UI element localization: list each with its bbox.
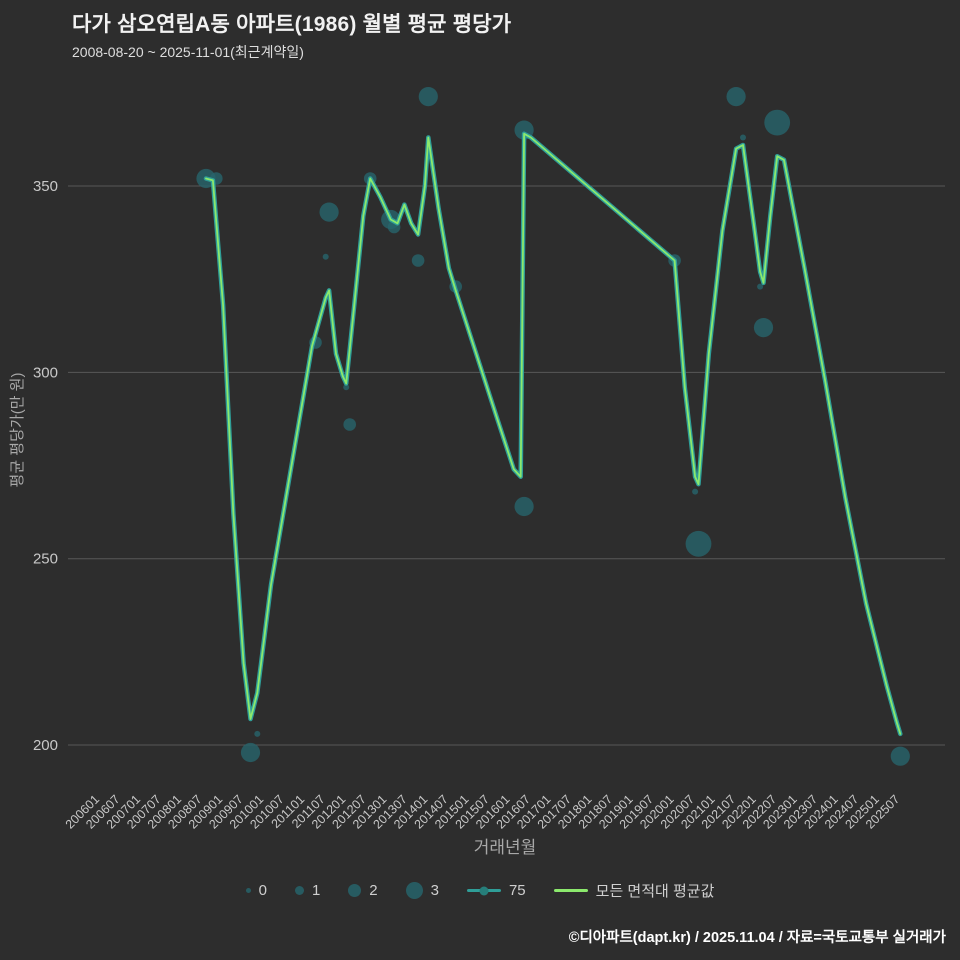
page-subtitle: 2008-08-20 ~ 2025-11-01(최근계약일) bbox=[72, 44, 304, 60]
legend-size-0: 0 bbox=[245, 882, 267, 899]
legend-series-label: 75 bbox=[508, 882, 526, 899]
legend-size-1: 1 bbox=[294, 882, 321, 899]
page-title: 다가 삼오연립A동 아파트(1986) 월별 평균 평당가 bbox=[72, 13, 512, 36]
transaction-bubble bbox=[726, 87, 746, 107]
size-dot-icon bbox=[348, 884, 362, 897]
transaction-bubble bbox=[890, 746, 910, 766]
transaction-bubble bbox=[343, 418, 357, 431]
series-line-all-area-avg bbox=[205, 132, 902, 735]
transaction-bubble bbox=[418, 87, 438, 107]
chart-legend: 0 1 2 3 75 모든 면적대 평균값 bbox=[0, 880, 960, 901]
transaction-bubble bbox=[740, 134, 746, 141]
y-tick-label: 250 bbox=[33, 551, 58, 568]
y-tick-label: 350 bbox=[33, 178, 58, 195]
transaction-bubble bbox=[322, 253, 329, 260]
transaction-bubble bbox=[514, 496, 534, 517]
series-dot-icon bbox=[479, 886, 489, 895]
transaction-bubble bbox=[685, 530, 712, 557]
transaction-bubble bbox=[764, 109, 791, 136]
source-credit: ©디아파트(dapt.kr) / 2025.11.04 / 자료=국토교통부 실… bbox=[568, 930, 946, 946]
transaction-bubble bbox=[240, 742, 261, 763]
transaction-bubble bbox=[411, 254, 425, 267]
size-dot-icon bbox=[405, 882, 423, 899]
legend-size-2: 2 bbox=[348, 882, 378, 899]
legend-size-3: 3 bbox=[405, 882, 439, 899]
legend-size-label: 3 bbox=[430, 882, 439, 899]
series-line-swatch-icon bbox=[466, 886, 501, 895]
series-line-swatch-icon bbox=[553, 889, 588, 892]
legend-size-label: 0 bbox=[258, 882, 267, 899]
transaction-bubble bbox=[319, 202, 339, 222]
transaction-bubble bbox=[757, 283, 764, 290]
legend-series-75[interactable]: 75 bbox=[466, 882, 526, 899]
x-axis-title: 거래년월 bbox=[474, 838, 537, 857]
size-dot-icon bbox=[245, 888, 251, 893]
transaction-bubble bbox=[343, 384, 350, 391]
size-dot-icon bbox=[294, 886, 304, 895]
transaction-bubble bbox=[254, 730, 261, 737]
transaction-bubble bbox=[692, 488, 699, 495]
legend-series-label: 모든 면적대 평균값 bbox=[595, 883, 715, 900]
legend-size-label: 1 bbox=[311, 882, 321, 899]
y-axis-title: 평균 평당가(만 원) bbox=[9, 373, 26, 488]
legend-size-label: 2 bbox=[369, 882, 378, 899]
y-tick-label: 200 bbox=[33, 737, 58, 754]
transaction-bubble bbox=[753, 318, 774, 338]
y-tick-label: 300 bbox=[33, 364, 58, 381]
legend-series-all-area-avg[interactable]: 모든 면적대 평균값 bbox=[553, 880, 715, 901]
